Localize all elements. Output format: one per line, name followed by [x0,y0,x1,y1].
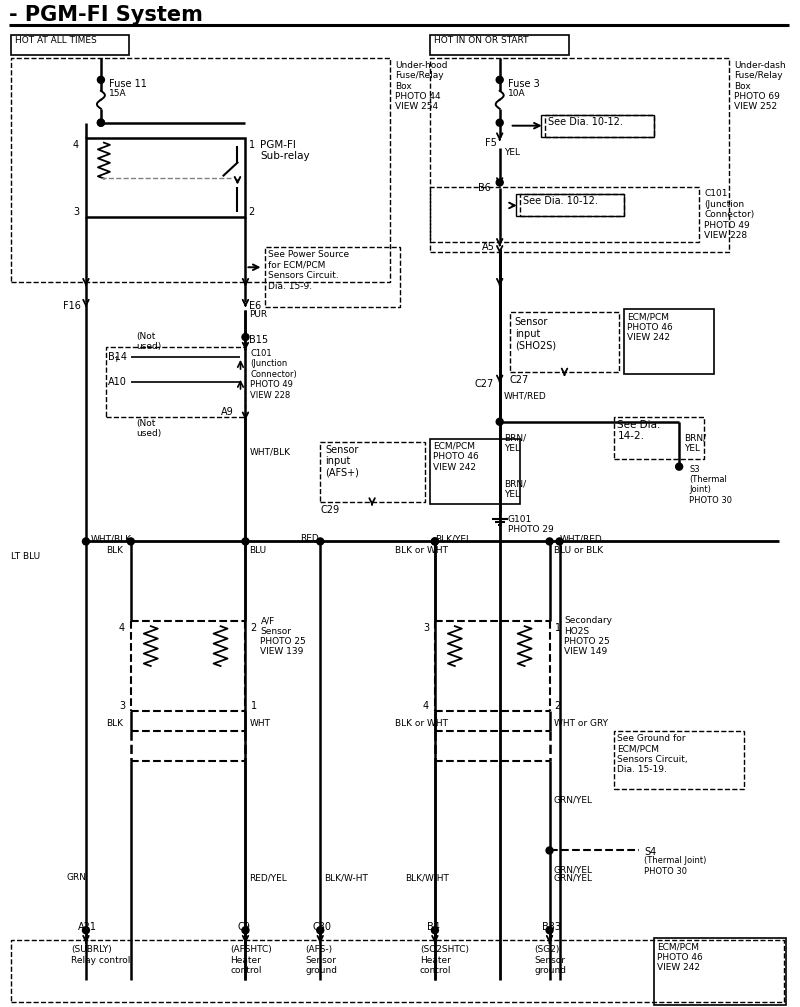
Circle shape [496,77,503,84]
Text: GRN/YEL: GRN/YEL [554,873,593,882]
Text: Fuse 11: Fuse 11 [109,79,146,89]
Text: B14: B14 [108,352,127,362]
Circle shape [496,179,503,186]
Text: WHT/BLK: WHT/BLK [91,535,132,544]
Text: 10A: 10A [508,89,526,98]
Text: ECM/PCM
PHOTO 46
VIEW 242: ECM/PCM PHOTO 46 VIEW 242 [433,442,478,471]
Text: BLU or BLK: BLU or BLK [554,547,602,556]
Circle shape [676,463,682,470]
Text: YEL: YEL [504,148,520,157]
Text: A21: A21 [78,922,97,932]
Bar [614,731,744,788]
Text: RED/YEL: RED/YEL [250,873,287,882]
Circle shape [317,926,324,933]
Text: 2: 2 [249,207,254,218]
Text: C101
(Junction
Connector)
PHOTO 49
VIEW 228: C101 (Junction Connector) PHOTO 49 VIEW … [704,189,754,240]
Bar [11,35,129,55]
Text: See Ground for
ECM/PCM
Sensors Circuit,
Dia. 15-19.: See Ground for ECM/PCM Sensors Circuit, … [618,734,688,774]
Text: RED: RED [300,535,319,544]
Text: ↑: ↑ [108,355,120,364]
Text: WHT/RED: WHT/RED [504,392,546,401]
Text: See Dia.
14-2.: See Dia. 14-2. [618,420,661,441]
Text: Under-dash
Fuse/Relay
Box
PHOTO 69
VIEW 252: Under-dash Fuse/Relay Box PHOTO 69 VIEW … [734,60,786,112]
Text: BLK/W-HT: BLK/W-HT [324,873,368,882]
Circle shape [98,119,105,126]
Text: A9: A9 [221,407,234,417]
Text: F5: F5 [485,138,497,148]
Text: C9: C9 [238,922,250,932]
Text: Fuse 3: Fuse 3 [508,79,539,89]
Text: (AFSHTC)
Heater
control: (AFSHTC) Heater control [230,946,272,975]
Text: C27: C27 [510,375,529,385]
Circle shape [98,119,105,126]
Text: BRN/
YEL: BRN/ YEL [504,434,526,453]
Text: (Not
used): (Not used) [136,332,161,351]
Text: F16: F16 [63,301,81,311]
Bar [545,115,654,137]
Text: E6: E6 [250,301,262,311]
Text: 2: 2 [250,623,257,633]
Text: (AFS-)
Sensor
ground: (AFS-) Sensor ground [306,946,338,975]
Text: C101
(Junction
Connector)
PHOTO 49
VIEW 228: C101 (Junction Connector) PHOTO 49 VIEW … [250,349,298,400]
Text: LT BLU: LT BLU [11,552,40,561]
Text: B6: B6 [478,182,490,192]
Text: BLK/YEL: BLK/YEL [435,535,471,544]
Circle shape [496,119,503,126]
Text: PUR: PUR [250,310,267,319]
Bar [106,347,246,417]
Text: 3: 3 [73,207,79,218]
Text: 3: 3 [423,623,429,633]
Bar [430,57,729,253]
Text: BRN/
YEL: BRN/ YEL [684,434,706,453]
Text: BRN/
YEL: BRN/ YEL [504,479,526,499]
Bar [11,941,784,1002]
Text: 1: 1 [554,623,561,633]
Circle shape [127,538,134,545]
Text: 4: 4 [423,701,429,711]
Text: GRN/YEL: GRN/YEL [554,796,593,805]
Text: 4: 4 [119,623,125,633]
Text: BLU: BLU [250,547,266,556]
Text: S4: S4 [644,848,657,858]
Circle shape [546,538,553,545]
Text: HOT AT ALL TIMES: HOT AT ALL TIMES [15,36,97,45]
Text: (SUBRLY)
Relay control: (SUBRLY) Relay control [71,946,130,965]
Bar [654,939,786,1005]
Text: 1: 1 [250,701,257,711]
Text: 15A: 15A [109,89,126,98]
Text: BLK: BLK [106,719,123,728]
Text: (Not
used): (Not used) [136,419,161,438]
Text: See Dia. 10-12.: See Dia. 10-12. [547,117,622,127]
Text: BLK: BLK [106,547,123,556]
Circle shape [242,333,249,340]
Circle shape [82,926,90,933]
Text: C27: C27 [474,379,494,389]
Bar [86,138,246,218]
Text: C29: C29 [320,505,339,515]
Text: Secondary
HO2S
PHOTO 25
VIEW 149: Secondary HO2S PHOTO 25 VIEW 149 [565,616,613,657]
Text: WHT or GRY: WHT or GRY [554,719,607,728]
Circle shape [317,538,324,545]
Text: ECM/PCM
PHOTO 46
VIEW 242: ECM/PCM PHOTO 46 VIEW 242 [658,943,703,972]
Text: GRN: GRN [66,873,86,882]
Text: Sensor
input
(SHO2S): Sensor input (SHO2S) [514,317,556,350]
Text: See Dia. 10-12.: See Dia. 10-12. [522,196,598,206]
Circle shape [98,77,105,84]
Bar [614,417,704,458]
Circle shape [431,538,438,545]
Text: BLK or WHT: BLK or WHT [395,547,448,556]
Bar [510,312,619,372]
Text: (SG2)
Sensor
ground: (SG2) Sensor ground [534,946,566,975]
Text: WHT/BLK: WHT/BLK [250,447,290,456]
Circle shape [82,538,90,545]
Bar [516,194,624,217]
Text: PGM-FI
Sub-relay: PGM-FI Sub-relay [261,140,310,161]
Text: HOT IN ON OR START: HOT IN ON OR START [434,36,528,45]
Text: S3
(Thermal
Joint)
PHOTO 30: S3 (Thermal Joint) PHOTO 30 [689,464,732,505]
Circle shape [496,418,503,425]
Text: B4: B4 [427,922,440,932]
Bar [266,248,400,307]
Text: Under-hood
Fuse/Relay
Box
PHOTO 44
VIEW 254: Under-hood Fuse/Relay Box PHOTO 44 VIEW … [395,60,447,112]
Text: Sensor
input
(AFS+): Sensor input (AFS+) [326,445,359,478]
Text: (SO2SHTC)
Heater
control: (SO2SHTC) Heater control [420,946,469,975]
